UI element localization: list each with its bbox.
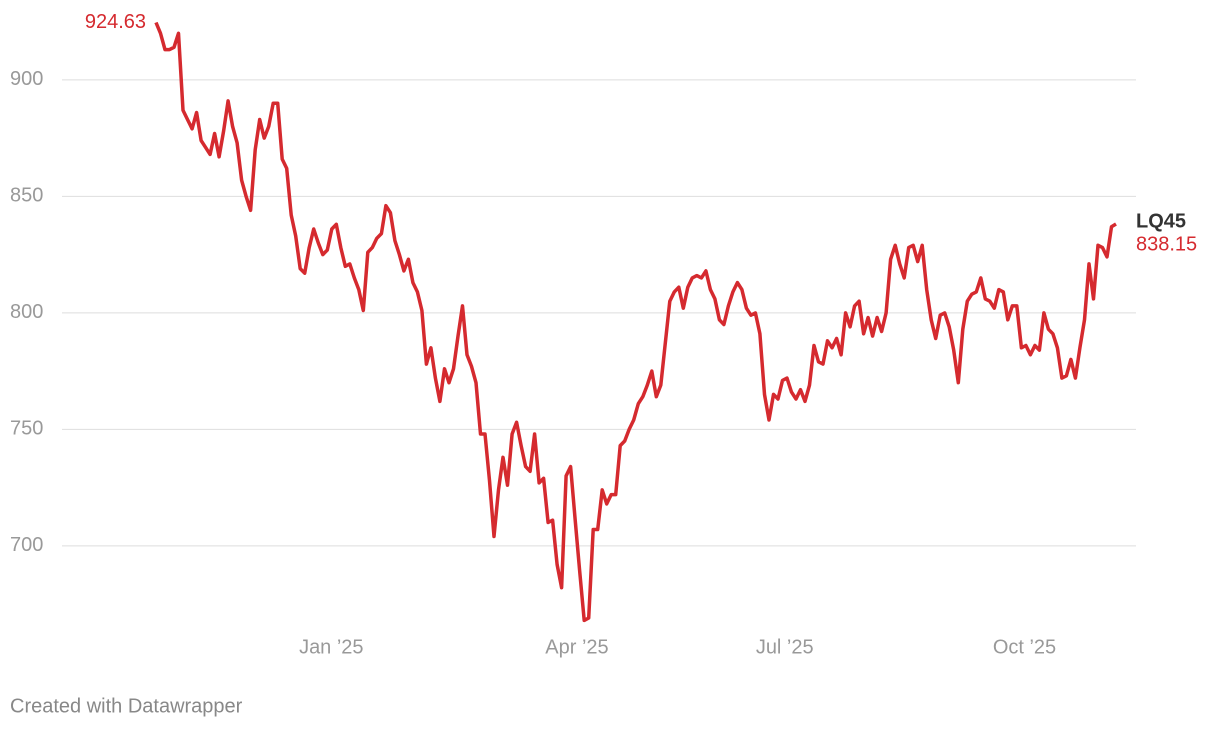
start-value-label: 924.63 [85, 11, 146, 33]
x-tick-label: Apr ’25 [545, 636, 608, 658]
x-tick-label: Jan ’25 [299, 636, 364, 658]
y-tick-label: 750 [10, 418, 43, 440]
credit: Created with Datawrapper [10, 695, 243, 717]
line [154, 21, 1117, 623]
y-tick-label: 700 [10, 534, 43, 556]
y-tick-label: 900 [10, 68, 43, 90]
legend-label: LQ45 [1136, 210, 1186, 232]
end-value-label: 838.15 [1136, 233, 1197, 255]
x-tick-label: Oct ’25 [993, 636, 1056, 658]
y-tick-label: 800 [10, 301, 43, 323]
y-tick-label: 850 [10, 185, 43, 207]
x-tick-label: Jul ’25 [756, 636, 814, 658]
